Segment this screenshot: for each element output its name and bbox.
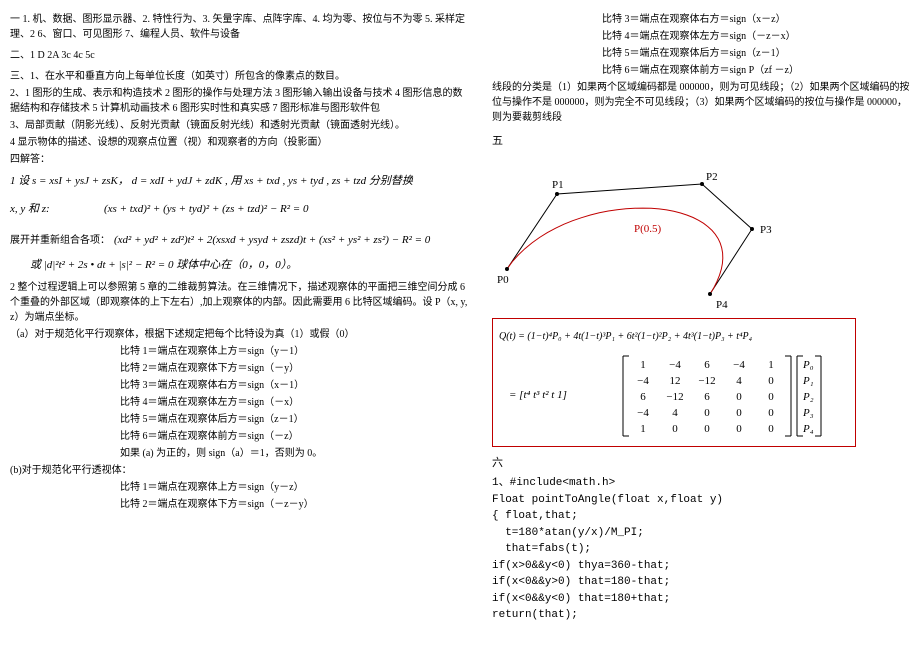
svg-text:1: 1	[640, 359, 646, 371]
svg-text:0: 0	[768, 407, 774, 419]
para-2: 二、1 D 2A 3c 4c 5c	[10, 48, 472, 63]
svg-text:12: 12	[670, 375, 681, 387]
svg-text:−4: −4	[637, 375, 649, 387]
section-6-label: 六	[492, 455, 910, 472]
svg-text:P4: P4	[716, 299, 728, 311]
matrix-box: Q(t) = (1−t)⁴P₀ + 4t(1−t)³P₁ + 6t²(1−t)²…	[492, 318, 856, 447]
para-4: 2 整个过程逻辑上可以参照第 5 章的二维裁剪算法。在三维情况下，描述观察体的平…	[10, 280, 472, 325]
svg-text:1: 1	[768, 359, 774, 371]
code-l9: return(that);	[492, 607, 910, 624]
formula-1c: (xs + txd)² + (ys + tyd)² + (zs + tzd)² …	[104, 203, 308, 215]
matrix-svg: = [t⁴ t³ t² t 1] 1 −4 6 −4 1 −4 12 −12 4 0 6 −12 6 0 0 −…	[499, 348, 839, 440]
formula-1b-label: x, y 和 z:	[10, 201, 100, 218]
bit-a1: 比特 1＝端点在观察体上方＝sign（y－1）	[10, 344, 472, 359]
para-3-4: 4 显示物体的描述、设想的观察点位置（视）和观察者的方向（投影面）	[10, 135, 472, 150]
code-l1: 1、#include<math.h>	[492, 475, 910, 492]
svg-text:P2: P2	[706, 171, 718, 183]
matrix-top: Q(t) = (1−t)⁴P₀ + 4t(1−t)³P₁ + 6t²(1−t)²…	[499, 329, 849, 344]
code-l5: that=fabs(t);	[492, 541, 910, 558]
para-classify: 线段的分类是（1）如果两个区域编码都是 000000，则为可见线段；（2）如果两…	[492, 80, 910, 125]
svg-text:0: 0	[768, 423, 774, 435]
para-6: (b)对于规范化平行透视体：	[10, 463, 472, 478]
formula-2-line: 展开并重新组合各项： (xd² + yd² + zd²)t² + 2(xsxd …	[10, 227, 472, 251]
svg-text:P0: P0	[497, 274, 509, 286]
svg-text:P₄: P₄	[802, 423, 814, 435]
bit-b4: 比特 4＝端点在观察体左方＝sign（－z－x）	[492, 29, 910, 44]
svg-text:P3: P3	[760, 224, 772, 236]
right-column: 比特 3＝端点在观察体右方＝sign（x－z） 比特 4＝端点在观察体左方＝si…	[492, 10, 910, 624]
svg-text:P1: P1	[552, 179, 564, 191]
left-column: 一 1. 机、数据、图形显示器、2. 特性行为、3. 矢量字库、点阵字库、4. …	[10, 10, 472, 624]
formula-3a: 或 |d|²t² + 2s • dt + |s|² − R² = 0 球体中心在…	[10, 257, 472, 274]
svg-text:= [t⁴ t³ t² t 1]: = [t⁴ t³ t² t 1]	[509, 389, 567, 401]
svg-text:P₃: P₃	[802, 407, 814, 419]
svg-text:−12: −12	[666, 391, 683, 403]
svg-text:6: 6	[704, 391, 710, 403]
svg-text:−4: −4	[637, 407, 649, 419]
formula-row-1b: x, y 和 z: (xs + txd)² + (ys + tyd)² + (z…	[10, 196, 472, 222]
bit-a5: 比特 5＝端点在观察体后方＝sign（z－1）	[10, 412, 472, 427]
svg-text:0: 0	[736, 423, 742, 435]
svg-text:P₁: P₁	[802, 375, 814, 387]
code-l3: { float,that;	[492, 508, 910, 525]
page: 一 1. 机、数据、图形显示器、2. 特性行为、3. 矢量字库、点阵字库、4. …	[10, 10, 910, 624]
bit-b6: 比特 6＝端点在观察体前方＝sign P（zf －z）	[492, 63, 910, 78]
svg-text:0: 0	[704, 423, 710, 435]
svg-text:1: 1	[640, 423, 646, 435]
svg-text:0: 0	[672, 423, 678, 435]
bezier-diagram: P0 P1 P2 P3 P4 P(0.5)	[492, 154, 792, 314]
code-l2: Float pointToAngle(float x,float y)	[492, 492, 910, 509]
svg-text:0: 0	[736, 391, 742, 403]
svg-text:6: 6	[704, 359, 710, 371]
bit-b5: 比特 5＝端点在观察体后方＝sign（z－1）	[492, 46, 910, 61]
para-3-1: 三、1、在水平和垂直方向上每单位长度（如英寸）所包含的像素点的数目。	[10, 69, 472, 84]
svg-text:0: 0	[768, 375, 774, 387]
formula-2a-label: 展开并重新组合各项：	[10, 235, 110, 246]
para-1: 一 1. 机、数据、图形显示器、2. 特性行为、3. 矢量字库、点阵字库、4. …	[10, 12, 472, 42]
formula-2b: (xd² + yd² + zd²)t² + 2(xsxd + ysyd + zs…	[114, 234, 430, 246]
svg-text:P₀: P₀	[802, 359, 814, 371]
svg-text:4: 4	[672, 407, 678, 419]
svg-text:0: 0	[736, 407, 742, 419]
svg-text:−4: −4	[733, 359, 745, 371]
bit-a3: 比特 3＝端点在观察体右方＝sign（x－1）	[10, 378, 472, 393]
bit-b3: 比特 3＝端点在观察体右方＝sign（x－z）	[492, 12, 910, 27]
bit-a2: 比特 2＝端点在观察体下方＝sign（－y）	[10, 361, 472, 376]
para-3-2: 2、1 图形的生成、表示和构造技术 2 图形的操作与处理方法 3 图形输入输出设…	[10, 86, 472, 116]
bit-b1: 比特 1＝端点在观察体上方＝sign（y－z）	[10, 480, 472, 495]
bit-a4: 比特 4＝端点在观察体左方＝sign（－x）	[10, 395, 472, 410]
para-3-3: 3、局部贡献（阴影光线）、反射光贡献（镜面反射光线）和透射光贡献（镜面透射光线）…	[10, 118, 472, 133]
code-l8: if(x<0&&y<0) that=180+that;	[492, 591, 910, 608]
svg-text:0: 0	[768, 391, 774, 403]
svg-text:0: 0	[704, 407, 710, 419]
svg-text:P₂: P₂	[802, 391, 814, 403]
formula-1a: 1 设 s = xsI + ysJ + zsK， d = xdI + ydJ +…	[10, 173, 472, 190]
bit-a6: 比特 6＝端点在观察体前方＝sign（－z）	[10, 429, 472, 444]
svg-text:P(0.5): P(0.5)	[634, 223, 662, 235]
code-l4: t=180*atan(y/x)/M_PI;	[492, 525, 910, 542]
section-5-label: 五	[492, 133, 910, 150]
svg-text:−12: −12	[698, 375, 715, 387]
svg-text:−4: −4	[669, 359, 681, 371]
svg-text:4: 4	[736, 375, 742, 387]
code-l7: if(x<0&&y>0) that=180-that;	[492, 574, 910, 591]
para-3-5: 四解答：	[10, 152, 472, 167]
bit-note: 如果 (a) 为正的，则 sign（a）＝1，否则为 0。	[10, 446, 472, 461]
svg-text:6: 6	[640, 391, 646, 403]
code-l6: if(x>0&&y<0) thya=360-that;	[492, 558, 910, 575]
para-5: （a）对于规范化平行观察体，根据下述规定把每个比特设为真（1）或假（0）	[10, 327, 472, 342]
bit-b2: 比特 2＝端点在观察体下方＝sign（－z－y）	[10, 497, 472, 512]
